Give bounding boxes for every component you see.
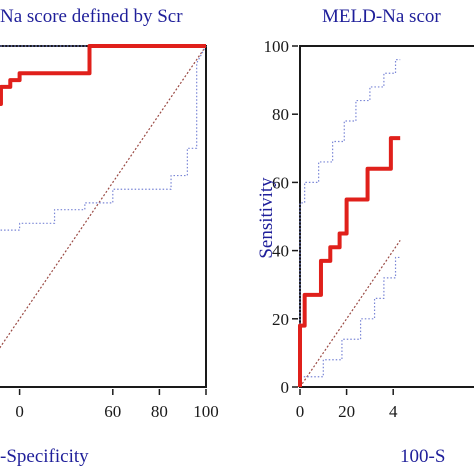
right-ci-lower-line [299,256,401,387]
right-roc-line [298,136,401,387]
y-tick-label: 40 [272,242,289,261]
right-reference-line [299,240,401,388]
right-y-ticks: 0 20 40 60 80 100 [264,37,298,397]
right-x-ticks: 0 20 4 [296,389,398,421]
x-tick-label: 100 [193,402,219,421]
right-roc-panel: MELD-Na scor 0 20 40 60 80 100 0 20 4 Sensitivi… [256,6,474,467]
left-x-ticks: 0 60 80 100 [15,389,219,421]
right-y-axis-label: Sensitivity [256,177,277,259]
right-x-axis-label: 100-S [400,446,445,467]
x-tick-label: 60 [104,402,121,421]
left-ci-lower-line [0,45,207,231]
x-tick-label: 20 [338,402,355,421]
left-reference-line [0,45,207,349]
y-tick-label: 100 [264,37,290,56]
left-plot-marks [0,44,207,349]
right-plot-frame [299,45,474,388]
right-ci-upper-line [299,59,401,387]
left-ci-upper-line [0,45,206,47]
right-chart-title: MELD-Na scor [322,6,441,27]
right-plot-marks [298,59,401,388]
x-tick-label: 4 [389,402,398,421]
left-roc-panel: Na score defined by Scr 0 60 80 100 -Specif… [0,6,219,467]
left-plot-frame [0,45,207,388]
left-x-axis-label: -Specificity [0,446,89,467]
x-tick-label: 80 [151,402,168,421]
x-tick-label: 0 [15,402,24,421]
y-tick-label: 60 [272,173,289,192]
y-tick-label: 0 [281,378,290,397]
left-roc-line [0,44,206,106]
x-tick-label: 0 [296,402,305,421]
left-chart-title: Na score defined by Scr [0,6,183,27]
y-tick-label: 80 [272,105,289,124]
y-tick-label: 20 [272,310,289,329]
